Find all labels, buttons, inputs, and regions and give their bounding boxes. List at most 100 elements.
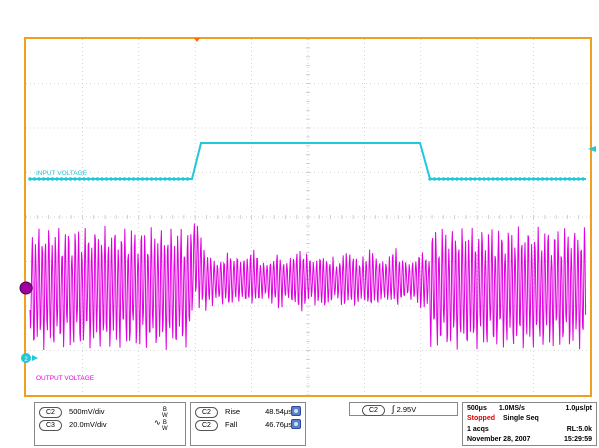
input-sample-dot: [536, 177, 540, 181]
rise-label: Rise: [225, 407, 241, 416]
sample-rate: 1.0MS/s: [498, 405, 525, 412]
input-sample-dot: [549, 177, 554, 181]
input-sample-dot: [59, 177, 64, 181]
input-voltage-dots: [28, 177, 585, 181]
input-sample-dot: [118, 177, 122, 181]
input-sample-dot: [567, 177, 572, 181]
input-sample-dot: [450, 177, 455, 181]
input-sample-dot: [37, 177, 41, 181]
input-sample-dot: [68, 177, 73, 181]
input-sample-dot: [91, 177, 95, 181]
acquisition-count: 1 acqs: [467, 426, 489, 433]
input-sample-dot: [468, 177, 473, 181]
input-sample-dot: [509, 177, 513, 181]
input-sample-dot: [464, 177, 468, 181]
input-sample-dot: [437, 177, 441, 181]
input-sample-dot: [50, 177, 55, 181]
trigger-level-marker[interactable]: [588, 146, 596, 152]
measurements-panel: C2 Rise 48.54μs C2 Fall 46.76μs: [190, 402, 306, 446]
input-sample-dot: [109, 177, 113, 181]
input-sample-dot: [540, 177, 545, 181]
input-sample-dot: [527, 177, 531, 181]
timebase: 500μs: [467, 405, 487, 412]
input-sample-dot: [572, 177, 576, 181]
input-sample-dot: [576, 177, 581, 181]
input-sample-dot: [113, 177, 118, 181]
input-sample-dot: [28, 177, 32, 181]
input-sample-dot: [441, 177, 446, 181]
input-sample-dot: [73, 177, 77, 181]
input-sample-dot: [77, 177, 82, 181]
input-sample-dot: [181, 177, 185, 181]
input-sample-dot: [482, 177, 486, 181]
record-length: RL:5.0k: [566, 426, 592, 433]
input-sample-dot: [185, 177, 190, 181]
acquisition-panel: 500μs 1.0MS/s 1.0μs/pt Stopped Single Se…: [462, 402, 597, 446]
input-sample-dot: [500, 177, 504, 181]
resolution: 1.0μs/pt: [565, 405, 592, 412]
output-voltage-trace: [29, 223, 587, 351]
input-sample-dot: [432, 177, 437, 181]
input-sample-dot: [486, 177, 491, 181]
input-sample-dot: [428, 177, 432, 181]
input-sample-dot: [41, 177, 46, 181]
channel-3-scale: 20.0mV/div: [69, 420, 107, 429]
channel-3-offset-marker[interactable]: [19, 281, 33, 295]
input-sample-dot: [558, 177, 563, 181]
input-sample-dot: [131, 177, 136, 181]
coupling-ac-icon: ∿: [154, 418, 161, 427]
input-sample-dot: [554, 177, 558, 181]
fall-channel-tag[interactable]: C2: [195, 420, 218, 431]
capture-time: 15:29:59: [563, 436, 592, 443]
rising-edge-icon: ∫: [392, 404, 395, 414]
rise-value: 48.54μs: [265, 407, 292, 416]
input-sample-dot: [172, 177, 176, 181]
input-sample-dot: [145, 177, 149, 181]
input-voltage-label: INPUT VOLTAGE: [36, 170, 88, 177]
input-sample-dot: [504, 177, 509, 181]
fall-value: 46.76μs: [265, 420, 292, 429]
rise-stats-icon[interactable]: [291, 406, 301, 416]
trigger-channel-tag[interactable]: C2: [362, 405, 385, 416]
input-sample-dot: [55, 177, 59, 181]
input-sample-dot: [104, 177, 109, 181]
channel-2-tag[interactable]: C2: [39, 407, 62, 418]
rise-channel-tag[interactable]: C2: [195, 407, 218, 418]
input-sample-dot: [46, 177, 50, 181]
input-sample-dot: [477, 177, 482, 181]
input-sample-dot: [158, 177, 163, 181]
plot-frame: [24, 37, 592, 397]
acquisition-mode: Single Seq: [502, 415, 539, 422]
input-sample-dot: [127, 177, 131, 181]
fall-stats-icon[interactable]: [291, 419, 301, 429]
input-sample-dot: [491, 177, 495, 181]
input-sample-dot: [545, 177, 549, 181]
input-sample-dot: [473, 177, 477, 181]
channel-3-tag[interactable]: C3: [39, 420, 62, 431]
input-sample-dot: [446, 177, 450, 181]
input-sample-dot: [459, 177, 464, 181]
input-sample-dot: [154, 177, 158, 181]
trigger-panel: C2 ∫ 2.95V: [349, 402, 458, 416]
input-sample-dot: [100, 177, 104, 181]
channel-2-offset-marker[interactable]: [21, 353, 31, 363]
input-sample-dot: [64, 177, 68, 181]
fall-label: Fall: [225, 420, 238, 429]
input-sample-dot: [495, 177, 500, 181]
capture-date: November 28, 2007: [467, 436, 531, 443]
acquisition-state: Stopped: [467, 415, 495, 422]
input-sample-dot: [581, 177, 585, 181]
input-sample-dot: [82, 177, 86, 181]
input-sample-dot: [122, 177, 127, 181]
input-sample-dot: [176, 177, 181, 181]
channel-2-scale: 500mV/div: [69, 407, 105, 416]
trigger-position-marker[interactable]: [194, 38, 200, 42]
input-sample-dot: [522, 177, 527, 181]
input-sample-dot: [136, 177, 140, 181]
input-sample-dot: [531, 177, 536, 181]
channel-2-pointer: [32, 355, 38, 361]
